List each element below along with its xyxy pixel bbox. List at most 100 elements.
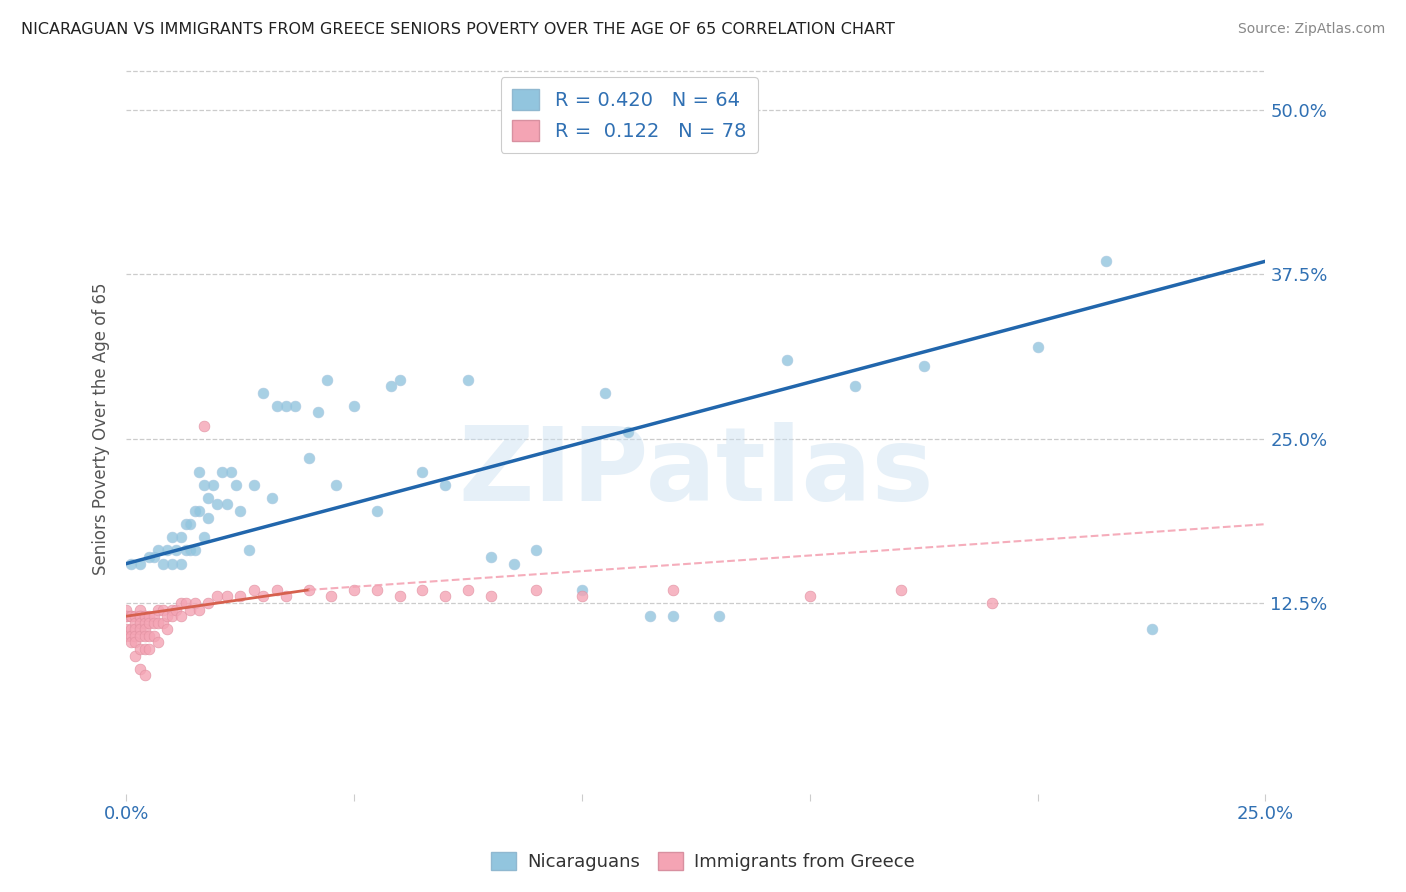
Point	[225, 477, 247, 491]
Point	[219, 465, 242, 479]
Point	[238, 543, 260, 558]
Point	[890, 582, 912, 597]
Point	[1026, 340, 1049, 354]
Point	[134, 609, 156, 624]
Point	[129, 615, 152, 630]
Point	[457, 582, 479, 597]
Point	[201, 477, 224, 491]
Point	[183, 596, 205, 610]
Point	[297, 451, 319, 466]
Point	[138, 549, 160, 564]
Point	[124, 648, 146, 663]
Point	[115, 602, 138, 616]
Point	[148, 543, 170, 558]
Point	[252, 590, 274, 604]
Point	[197, 491, 219, 505]
Point	[156, 623, 179, 637]
Point	[388, 590, 411, 604]
Point	[662, 609, 685, 624]
Point	[129, 557, 152, 571]
Point	[266, 399, 288, 413]
Point	[160, 602, 183, 616]
Point	[388, 373, 411, 387]
Legend: Nicaraguans, Immigrants from Greece: Nicaraguans, Immigrants from Greece	[484, 845, 922, 879]
Point	[266, 582, 288, 597]
Point	[366, 504, 388, 518]
Point	[134, 668, 156, 682]
Point	[170, 557, 193, 571]
Point	[138, 615, 160, 630]
Point	[912, 359, 935, 374]
Point	[243, 477, 266, 491]
Point	[115, 623, 138, 637]
Point	[434, 590, 457, 604]
Point	[115, 629, 138, 643]
Point	[156, 543, 179, 558]
Point	[593, 385, 616, 400]
Point	[183, 543, 205, 558]
Point	[502, 557, 524, 571]
Point	[526, 582, 548, 597]
Point	[129, 629, 152, 643]
Point	[479, 590, 502, 604]
Point	[115, 609, 138, 624]
Point	[380, 379, 402, 393]
Point	[343, 582, 366, 597]
Point	[134, 642, 156, 657]
Point	[188, 504, 211, 518]
Point	[193, 418, 215, 433]
Point	[142, 629, 165, 643]
Point	[129, 642, 152, 657]
Point	[183, 504, 205, 518]
Point	[148, 635, 170, 649]
Point	[174, 543, 197, 558]
Point	[174, 596, 197, 610]
Point	[1140, 623, 1163, 637]
Point	[120, 609, 142, 624]
Point	[138, 629, 160, 643]
Point	[207, 498, 229, 512]
Point	[156, 609, 179, 624]
Point	[188, 465, 211, 479]
Point	[134, 609, 156, 624]
Point	[662, 582, 685, 597]
Point	[188, 602, 211, 616]
Point	[479, 549, 502, 564]
Point	[274, 399, 297, 413]
Point	[174, 517, 197, 532]
Point	[207, 590, 229, 604]
Point	[134, 629, 156, 643]
Point	[120, 629, 142, 643]
Point	[120, 623, 142, 637]
Point	[411, 582, 433, 597]
Point	[129, 609, 152, 624]
Point	[134, 623, 156, 637]
Point	[124, 635, 146, 649]
Y-axis label: Seniors Poverty Over the Age of 65: Seniors Poverty Over the Age of 65	[93, 283, 110, 575]
Point	[229, 504, 252, 518]
Point	[179, 543, 201, 558]
Point	[152, 557, 174, 571]
Point	[124, 629, 146, 643]
Point	[307, 405, 329, 419]
Point	[124, 623, 146, 637]
Point	[170, 530, 193, 544]
Point	[179, 602, 201, 616]
Point	[981, 596, 1004, 610]
Point	[152, 615, 174, 630]
Point	[252, 385, 274, 400]
Point	[243, 582, 266, 597]
Point	[142, 615, 165, 630]
Point	[457, 373, 479, 387]
Point	[211, 465, 233, 479]
Point	[640, 609, 662, 624]
Point	[526, 543, 548, 558]
Point	[170, 609, 193, 624]
Point	[215, 590, 238, 604]
Point	[138, 642, 160, 657]
Text: Source: ZipAtlas.com: Source: ZipAtlas.com	[1237, 22, 1385, 37]
Point	[215, 498, 238, 512]
Point	[165, 602, 187, 616]
Point	[148, 615, 170, 630]
Point	[844, 379, 866, 393]
